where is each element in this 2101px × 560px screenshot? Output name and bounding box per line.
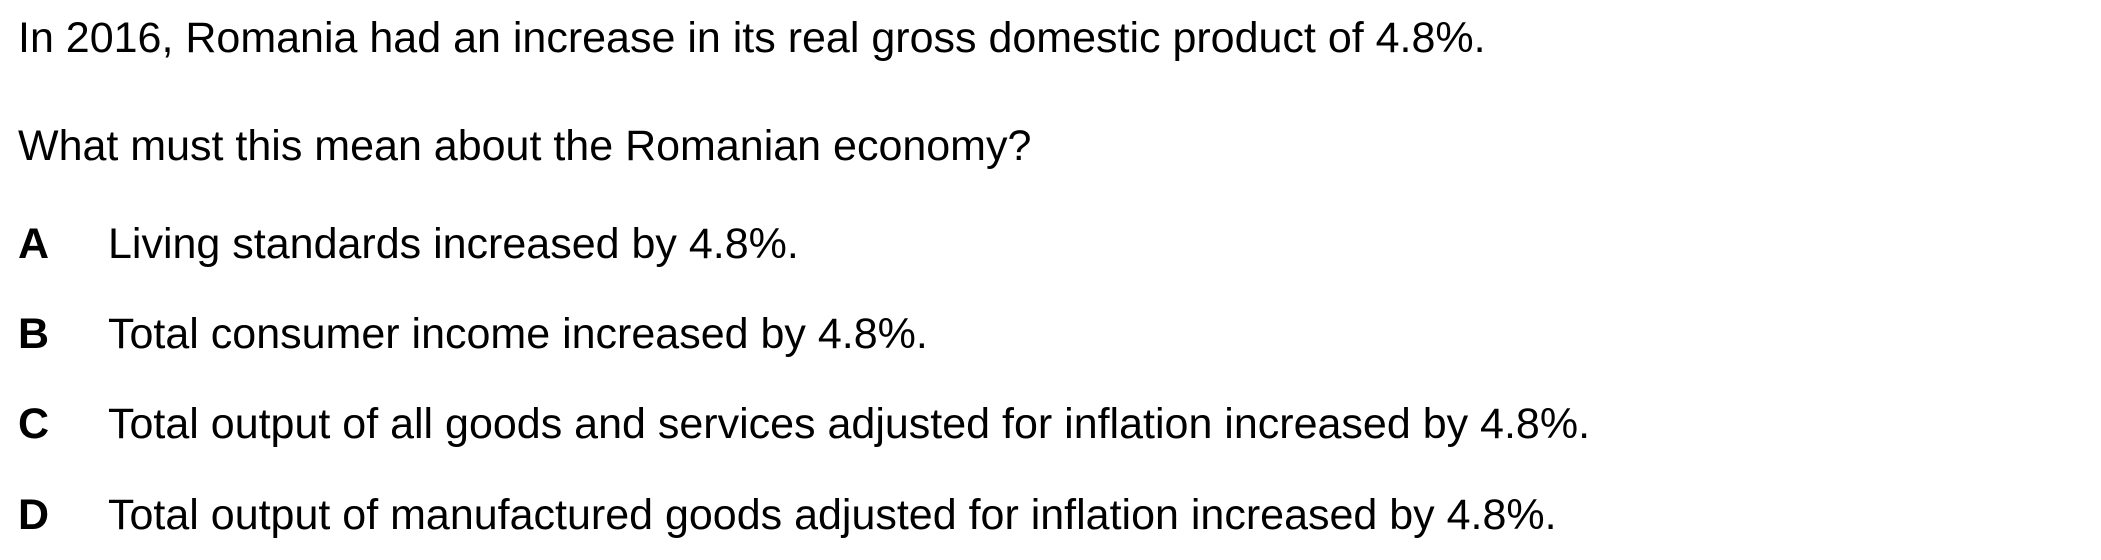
option-letter: B: [18, 310, 50, 358]
option-letter: C: [18, 400, 50, 448]
option-text: Total output of manufactured goods adjus…: [108, 491, 1557, 539]
option-text: Living standards increased by 4.8%.: [108, 220, 799, 268]
option-text: Total output of all goods and services a…: [108, 400, 1591, 448]
question-prompt: What must this mean about the Romanian e…: [18, 122, 1032, 170]
option-letter: A: [18, 220, 50, 268]
option-text: Total consumer income increased by 4.8%.: [108, 310, 928, 358]
question-context: In 2016, Romania had an increase in its …: [18, 14, 1486, 62]
option-letter: D: [18, 491, 50, 539]
